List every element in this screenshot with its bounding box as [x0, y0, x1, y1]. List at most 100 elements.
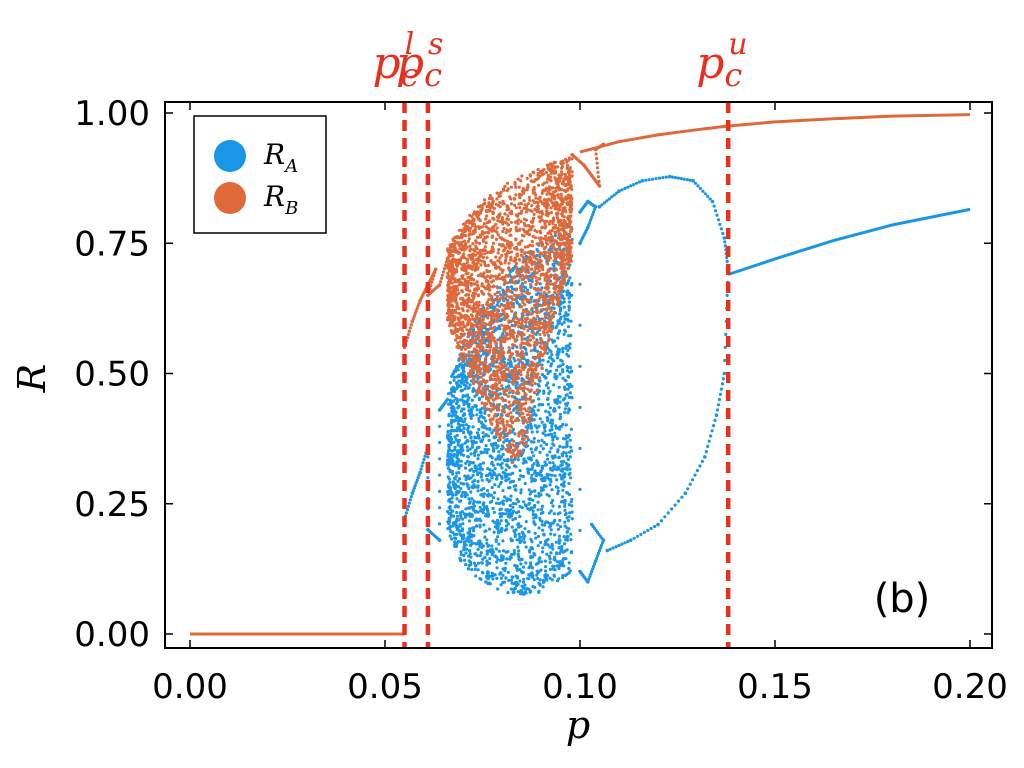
data-point: [570, 550, 574, 554]
data-point: [487, 479, 491, 483]
data-point: [513, 444, 517, 448]
data-point: [725, 259, 729, 264]
data-point: [566, 317, 570, 321]
data-point: [497, 192, 501, 196]
data-point: [544, 409, 548, 413]
data-point: [480, 230, 484, 234]
data-point: [544, 573, 548, 577]
data-point: [449, 429, 453, 433]
data-point: [495, 446, 499, 450]
data-point: [546, 543, 550, 547]
data-point: [485, 541, 489, 545]
data-point: [465, 445, 469, 449]
data-point: [564, 451, 568, 455]
data-point: [557, 405, 561, 409]
data-point: [484, 264, 488, 268]
data-point: [497, 484, 501, 488]
data-point: [569, 532, 573, 536]
data-point: [567, 463, 571, 467]
data-point: [535, 301, 539, 305]
data-point: [540, 341, 544, 345]
data-point: [518, 579, 522, 583]
data-point: [497, 248, 501, 252]
data-point: [562, 535, 566, 539]
data-point: [420, 464, 424, 468]
data-point: [549, 532, 553, 536]
data-point: [667, 174, 672, 179]
data-point: [510, 420, 515, 424]
data-point: [615, 191, 619, 195]
data-point: [476, 500, 480, 504]
data-point: [476, 370, 480, 374]
data-point: [536, 576, 540, 581]
data-point: [536, 500, 540, 504]
data-point: [518, 384, 522, 388]
data-point: [460, 407, 464, 411]
data-point: [478, 525, 482, 529]
data-point: [551, 418, 555, 422]
data-point: [548, 483, 552, 487]
data-point: [517, 549, 521, 553]
data-point: [458, 363, 462, 367]
data-point: [544, 170, 549, 175]
data-point: [465, 381, 469, 385]
data-point: [462, 413, 467, 417]
data-point: [578, 282, 582, 286]
data-point: [515, 380, 519, 385]
data-point: [533, 412, 537, 416]
data-point: [567, 245, 572, 249]
data-point: [453, 542, 457, 546]
data-point: [516, 372, 520, 376]
data-point: [569, 184, 573, 188]
data-point: [502, 580, 506, 584]
data-point: [531, 463, 535, 468]
data-point: [481, 431, 485, 435]
data-point: [476, 389, 480, 393]
data-point: [513, 313, 517, 317]
data-point: [561, 250, 566, 254]
data-point: [507, 384, 511, 388]
data-point: [502, 410, 506, 414]
data-point: [721, 231, 725, 236]
data-point: [511, 471, 515, 475]
data-point: [526, 438, 531, 442]
data-point: [466, 386, 470, 390]
data-point: [523, 251, 527, 255]
data-point: [522, 379, 526, 383]
data-point: [463, 417, 467, 421]
data-point: [471, 502, 475, 506]
data-point: [507, 431, 511, 435]
data-point: [723, 358, 727, 363]
data-point: [530, 467, 534, 471]
data-point: [531, 234, 535, 238]
data-point: [471, 232, 475, 236]
data-point: [524, 561, 528, 565]
data-point: [541, 353, 545, 357]
data-point: [462, 426, 466, 431]
data-point: [527, 410, 531, 414]
data-point: [537, 494, 541, 498]
data-point: [547, 248, 551, 252]
data-point: [565, 530, 569, 534]
data-point: [482, 426, 487, 430]
data-point: [463, 515, 468, 519]
data-point: [484, 514, 488, 518]
data-point: [461, 482, 466, 486]
data-point: [501, 573, 505, 577]
data-point: [476, 568, 480, 572]
data-point: [492, 530, 496, 534]
data-point: [561, 350, 565, 354]
data-point: [498, 361, 502, 366]
data-point: [470, 273, 474, 277]
data-point: [510, 297, 515, 301]
data-point: [535, 459, 539, 463]
data-point: [557, 176, 561, 180]
data-point: [515, 401, 519, 405]
data-point: [448, 527, 452, 531]
data-point: [507, 346, 511, 350]
data-point: [590, 569, 594, 574]
data-point: [491, 577, 495, 581]
data-point: [473, 485, 478, 489]
data-point: [713, 209, 718, 213]
data-point: [477, 331, 481, 335]
